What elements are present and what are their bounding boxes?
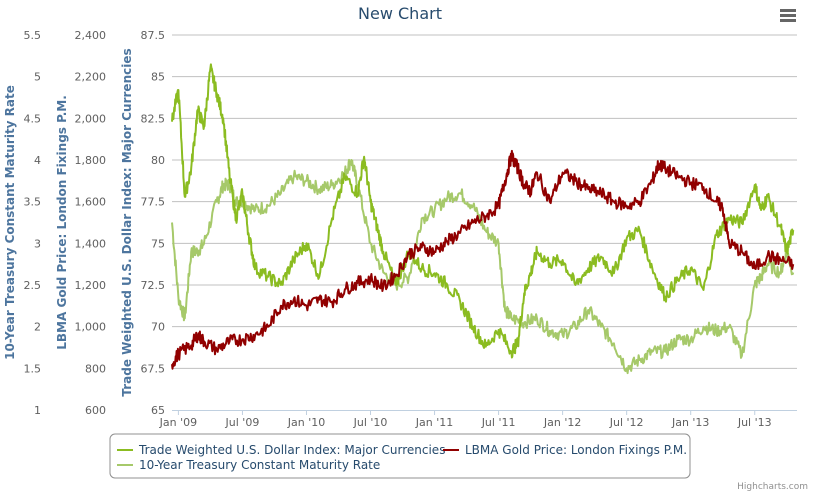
series-line-dollar[interactable] <box>171 63 795 359</box>
legend-item-treasury[interactable]: 10-Year Treasury Constant Maturity Rate <box>117 458 380 472</box>
x-tick-label: Jan '09 <box>159 416 197 429</box>
x-tick-label: Jul '09 <box>225 416 260 429</box>
y-tick-label-dollar: 72.5 <box>141 279 166 292</box>
legend-item-dollar[interactable]: Trade Weighted U.S. Dollar Index: Major … <box>117 443 445 457</box>
legend: Trade Weighted U.S. Dollar Index: Major … <box>109 433 691 479</box>
x-axis: Jan '09 Jul '09 Jan '10 Jul '10 Jan '11 Jul '… <box>159 410 797 429</box>
y-tick-label-treasury: 1 <box>34 404 41 417</box>
y-tick-label-treasury: 4 <box>34 154 41 167</box>
legend-label-treasury: 10-Year Treasury Constant Maturity Rate <box>139 458 380 472</box>
y-tick-label-dollar: 77.5 <box>141 196 166 209</box>
y-tick-label-gold: 1,200 <box>75 279 107 292</box>
y-tick-label-dollar: 85 <box>151 71 165 84</box>
x-tick-label: Jul '11 <box>481 416 516 429</box>
y-tick-label-gold: 800 <box>85 362 106 375</box>
y-tick-label-dollar: 65 <box>151 404 165 417</box>
legend-box <box>109 433 691 479</box>
y-tick-label-gold: 1,800 <box>75 154 107 167</box>
y-tick-label-treasury: 3.5 <box>24 196 42 209</box>
x-tick-label: Jan '10 <box>287 416 325 429</box>
legend-item-gold[interactable]: LBMA Gold Price: London Fixings P.M. <box>443 443 687 457</box>
x-tick-label: Jul '12 <box>609 416 644 429</box>
y-axis-title-gold: LBMA Gold Price: London Fixings P.M. <box>55 95 69 349</box>
legend-label-dollar: Trade Weighted U.S. Dollar Index: Major … <box>138 443 445 457</box>
x-tick-label: Jan '13 <box>671 416 709 429</box>
y-tick-label-dollar: 75 <box>151 237 165 250</box>
y-tick-label-treasury: 4.5 <box>24 112 42 125</box>
x-tick-label: Jan '12 <box>543 416 581 429</box>
y-tick-label-treasury: 2 <box>34 321 41 334</box>
y-tick-label-gold: 2,200 <box>75 71 107 84</box>
export-menu-button[interactable] <box>776 6 800 26</box>
y-tick-label-gold: 2,000 <box>75 112 107 125</box>
y-axis-title-dollar: Trade Weighted U.S. Dollar Index: Major … <box>120 48 134 396</box>
y-tick-label-treasury: 5.5 <box>24 29 42 42</box>
hamburger-menu-icon <box>780 9 796 22</box>
y-tick-label-treasury: 2.5 <box>24 279 42 292</box>
y-tick-label-dollar: 82.5 <box>141 112 166 125</box>
series-line-gold[interactable] <box>171 149 795 370</box>
y-tick-label-gold: 2,400 <box>75 29 107 42</box>
credits-link[interactable]: Highcharts.com <box>737 482 808 492</box>
x-tick-label: Jul '10 <box>353 416 388 429</box>
y-tick-label-treasury: 5 <box>34 71 41 84</box>
y-tick-label-dollar: 87.5 <box>141 29 166 42</box>
y-tick-label-treasury: 1.5 <box>24 362 42 375</box>
y-tick-label-treasury: 3 <box>34 237 41 250</box>
series-group <box>171 63 795 375</box>
legend-label-gold: LBMA Gold Price: London Fixings P.M. <box>465 443 687 457</box>
y-axis-title-treasury: 10-Year Treasury Constant Maturity Rate <box>3 85 17 360</box>
y-tick-label-gold: 1,400 <box>75 237 107 250</box>
y-tick-label-gold: 1,000 <box>75 321 107 334</box>
y-tick-label-gold: 600 <box>85 404 106 417</box>
x-tick-label: Jan '11 <box>415 416 453 429</box>
gridlines <box>172 34 797 369</box>
y-tick-label-dollar: 67.5 <box>141 362 166 375</box>
x-tick-label: Jul '13 <box>737 416 772 429</box>
y-axes: 65 67.5 70 72.5 75 77.5 80 82.5 85 87.5 Trade Weig… <box>3 29 165 417</box>
y-tick-label-dollar: 80 <box>151 154 165 167</box>
chart-title: New Chart <box>358 4 442 23</box>
y-tick-label-dollar: 70 <box>151 321 165 334</box>
y-tick-label-gold: 1,600 <box>75 196 107 209</box>
